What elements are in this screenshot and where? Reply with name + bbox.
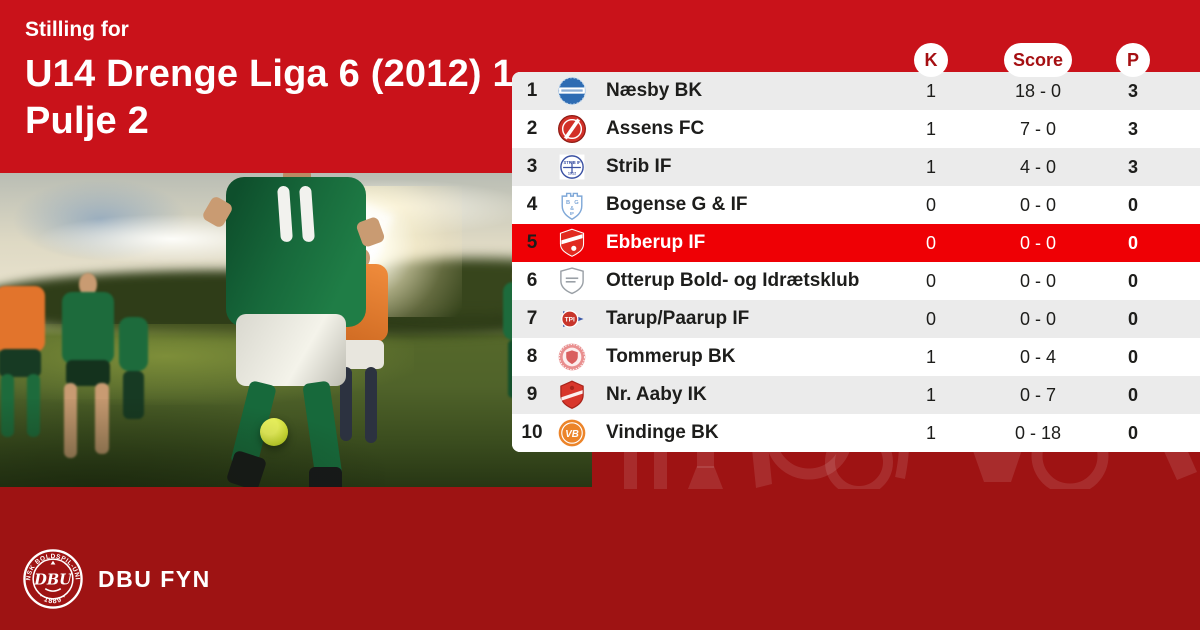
score-value: 0 - 0: [1019, 232, 1057, 253]
table-row: 6 Otterup Bold- og Idrætsklub 0 0 - 0 0: [512, 262, 1200, 300]
club-name: Tarup/Paarup IF: [606, 308, 750, 329]
position-number: 4: [526, 194, 538, 215]
points-value: 0: [1127, 308, 1138, 329]
club-name: Otterup Bold- og Idrætsklub: [606, 270, 860, 291]
svg-text:&: &: [570, 206, 574, 212]
score-value: 0 - 18: [1014, 422, 1062, 443]
points-value: 0: [1127, 270, 1138, 291]
column-header-k: K: [914, 43, 948, 77]
club-logo-icon-tpi: TPI: [552, 302, 592, 336]
footer: DANSK BOLDSPIL-UNION · 1889 · DBU DBU FY…: [22, 548, 211, 610]
score-value: 4 - 0: [1019, 156, 1057, 177]
matches-value: 0: [925, 232, 936, 253]
club-name: Strib IF: [606, 156, 672, 177]
eyebrow-text: Stilling for: [25, 18, 129, 41]
dbu-seal-logo: DANSK BOLDSPIL-UNION · 1889 · DBU: [22, 548, 83, 609]
table-row: 10 VB Vindinge BK 1 0 - 18 0: [512, 414, 1200, 452]
svg-text:VB: VB: [565, 429, 579, 440]
position-number: 2: [526, 118, 538, 139]
score-value: 18 - 0: [1014, 80, 1062, 101]
position-number: 6: [526, 270, 538, 291]
position-number: 9: [526, 384, 538, 405]
club-logo-icon-naesby: [552, 74, 592, 108]
club-logo-icon-bogense: B G & IF: [552, 188, 592, 222]
table-row: 7 TPI Tarup/Paarup IF 0 0 - 0 0: [512, 300, 1200, 338]
score-value: 0 - 0: [1019, 270, 1057, 291]
score-value: 7 - 0: [1019, 118, 1057, 139]
points-value: 0: [1127, 346, 1138, 367]
score-value: 0 - 0: [1019, 194, 1057, 215]
club-name: Næsby BK: [606, 80, 703, 101]
club-name: Tommerup BK: [606, 346, 736, 367]
matches-value: 1: [925, 384, 936, 405]
matches-value: 1: [925, 156, 936, 177]
position-number: 10: [521, 422, 543, 443]
club-name: Nr. Aaby IK: [606, 384, 707, 405]
brand-text: DBU FYN: [98, 565, 211, 592]
points-value: 3: [1127, 80, 1138, 101]
table-row: 4 B G & IF Bogense G & IF 0 0 - 0 0: [512, 186, 1200, 224]
club-logo-icon-strib: STRIB IF 1912: [552, 150, 592, 184]
club-logo-icon-nraaby: [552, 378, 592, 412]
svg-text:IF: IF: [570, 211, 574, 217]
photo-grass-shadow: [0, 399, 385, 487]
standings-table: 1 Næsby BK 1 18 - 0 3 2 Assens FC 1 7 - …: [512, 72, 1200, 452]
matches-value: 1: [925, 80, 936, 101]
matches-value: 0: [925, 270, 936, 291]
matches-value: 0: [925, 194, 936, 215]
svg-text:1912: 1912: [568, 172, 576, 176]
matches-value: 0: [925, 308, 936, 329]
score-value: 0 - 7: [1019, 384, 1057, 405]
position-number: 1: [526, 80, 538, 101]
club-logo-icon-assens: [552, 112, 592, 146]
score-value: 0 - 0: [1019, 308, 1057, 329]
svg-text:DBU: DBU: [33, 571, 73, 588]
points-value: 3: [1127, 118, 1138, 139]
points-value: 0: [1127, 422, 1138, 443]
position-number: 3: [526, 156, 538, 177]
table-row: 5 Ebberup IF 0 0 - 0 0: [512, 224, 1200, 262]
photo-player-main: [201, 173, 386, 487]
club-logo-icon-otterup: [552, 264, 592, 298]
svg-text:TPI: TPI: [565, 317, 575, 324]
page-title: U14 Drenge Liga 6 (2012) 1.. Pulje 2: [25, 51, 535, 145]
match-photo: [0, 173, 592, 487]
club-logo-icon-ebberup: [552, 226, 592, 260]
club-logo-icon-tommerup: [552, 340, 592, 374]
headline-block: Stilling for U14 Drenge Liga 6 (2012) 1.…: [25, 18, 535, 145]
position-number: 7: [526, 308, 538, 329]
position-number: 8: [526, 346, 538, 367]
column-header-p: P: [1116, 43, 1150, 77]
svg-text:· 1889 ·: · 1889 ·: [37, 592, 69, 605]
column-header-score: Score: [1004, 43, 1072, 77]
table-row: 8 Tommerup BK 1 0 - 4 0: [512, 338, 1200, 376]
svg-text:B: B: [566, 200, 570, 206]
matches-value: 1: [925, 422, 936, 443]
club-name: Vindinge BK: [606, 422, 719, 443]
title-line-2: Pulje 2: [25, 100, 149, 142]
club-name: Assens FC: [606, 118, 705, 139]
club-name: Ebberup IF: [606, 232, 706, 253]
position-number: 5: [526, 232, 538, 253]
points-value: 3: [1127, 156, 1138, 177]
club-name: Bogense G & IF: [606, 194, 748, 215]
table-row: 2 Assens FC 1 7 - 0 3: [512, 110, 1200, 148]
points-value: 0: [1127, 384, 1138, 405]
table-row: 3 STRIB IF 1912 Strib IF 1 4 - 0 3: [512, 148, 1200, 186]
svg-text:G: G: [574, 200, 579, 206]
title-line-1: U14 Drenge Liga 6 (2012) 1..: [25, 53, 536, 95]
table-row: 9 Nr. Aaby IK 1 0 - 7 0: [512, 376, 1200, 414]
points-value: 0: [1127, 194, 1138, 215]
matches-value: 1: [925, 118, 936, 139]
club-logo-icon-vindinge: VB: [552, 416, 592, 450]
points-value: 0: [1127, 232, 1138, 253]
matches-value: 1: [925, 346, 936, 367]
table-row: 1 Næsby BK 1 18 - 0 3: [512, 72, 1200, 110]
score-value: 0 - 4: [1019, 346, 1057, 367]
